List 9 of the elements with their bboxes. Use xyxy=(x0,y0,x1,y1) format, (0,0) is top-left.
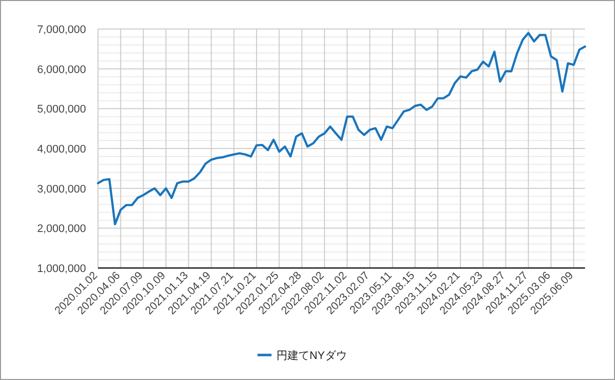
y-tick-label: 1,000,000 xyxy=(37,263,86,275)
y-tick-label: 2,000,000 xyxy=(37,223,86,236)
y-tick-label: 3,000,000 xyxy=(37,183,86,196)
y-tick-label: 6,000,000 xyxy=(37,64,86,76)
line-series xyxy=(96,32,586,226)
y-tick-label: 5,000,000 xyxy=(37,104,86,116)
y-tick-label: 7,000,000 xyxy=(37,24,86,36)
legend-label: 円建てNYダウ xyxy=(276,349,347,362)
y-tick-label: 4,000,000 xyxy=(37,144,86,156)
